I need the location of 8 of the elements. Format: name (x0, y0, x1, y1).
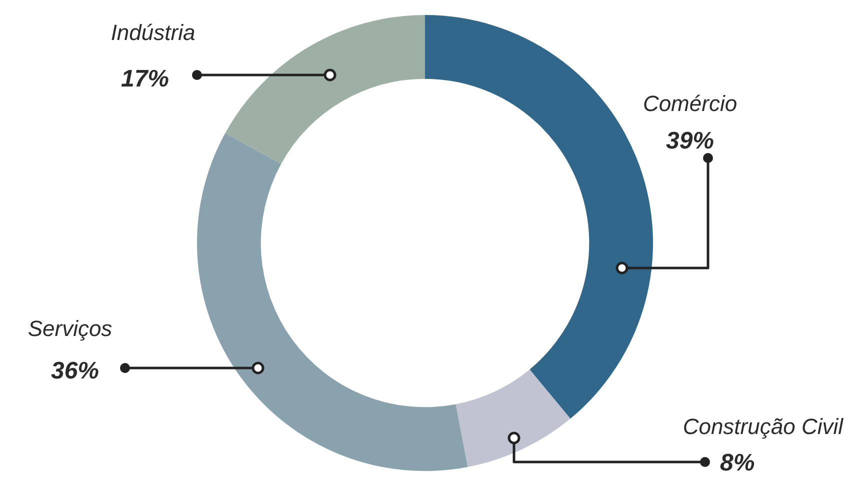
slice-label: Serviços (28, 316, 112, 342)
slice-label: Indústria (110, 20, 196, 46)
data-label: 8% (720, 450, 755, 477)
slice-label: Construção Civil (682, 414, 844, 440)
data-label: 17% (120, 66, 170, 93)
data-label: 36% (50, 358, 100, 385)
slice-label: Comércio (642, 91, 738, 116)
data-label: 39% (666, 128, 714, 155)
